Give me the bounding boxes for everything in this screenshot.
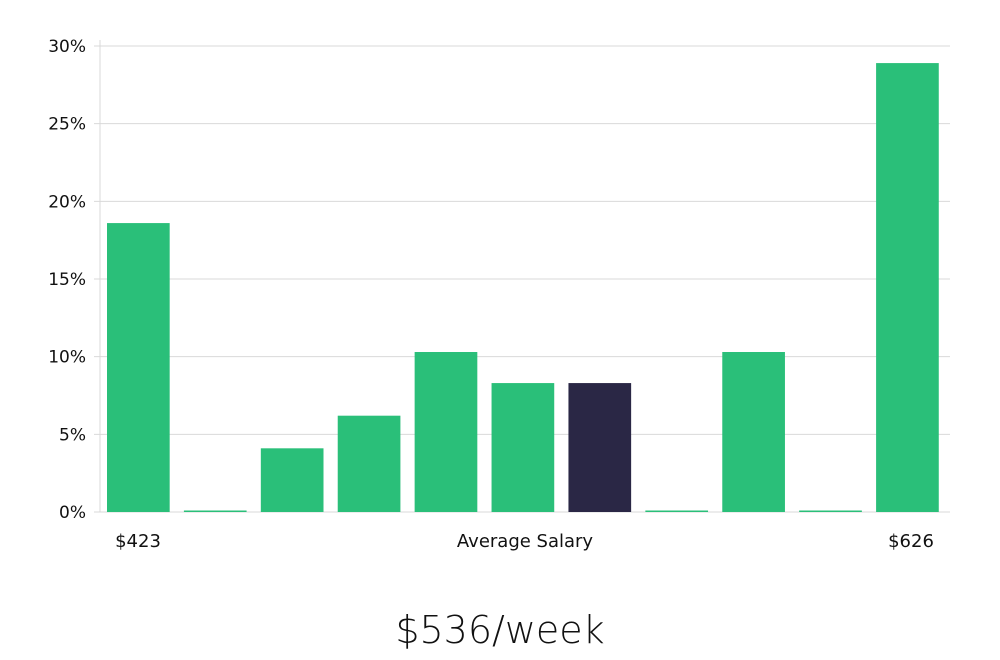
y-tick-label: 10%: [48, 348, 86, 368]
x-label-center: Average Salary: [457, 531, 594, 552]
bar: [722, 352, 785, 512]
y-tick-label: 5%: [59, 425, 86, 445]
average-salary-value: $536/week: [395, 608, 605, 652]
bar: [799, 510, 862, 512]
bar: [107, 223, 170, 512]
y-tick-label: 20%: [48, 192, 86, 212]
bar: [414, 352, 478, 512]
y-tick-label: 15%: [48, 270, 86, 290]
bar: [260, 448, 324, 512]
y-tick-label: 25%: [48, 115, 86, 135]
salary-histogram: 0%5%10%15%20%25%30% $423 Average Salary …: [48, 37, 950, 552]
y-tick-label: 0%: [59, 503, 86, 523]
x-label-min: $423: [115, 531, 161, 552]
bar: [645, 510, 709, 512]
x-label-max: $626: [888, 531, 934, 552]
bar: [183, 510, 247, 512]
bar-highlighted: [568, 383, 632, 512]
bar: [491, 383, 555, 512]
bar: [337, 415, 401, 512]
bar: [876, 63, 939, 512]
y-tick-label: 30%: [48, 37, 86, 57]
